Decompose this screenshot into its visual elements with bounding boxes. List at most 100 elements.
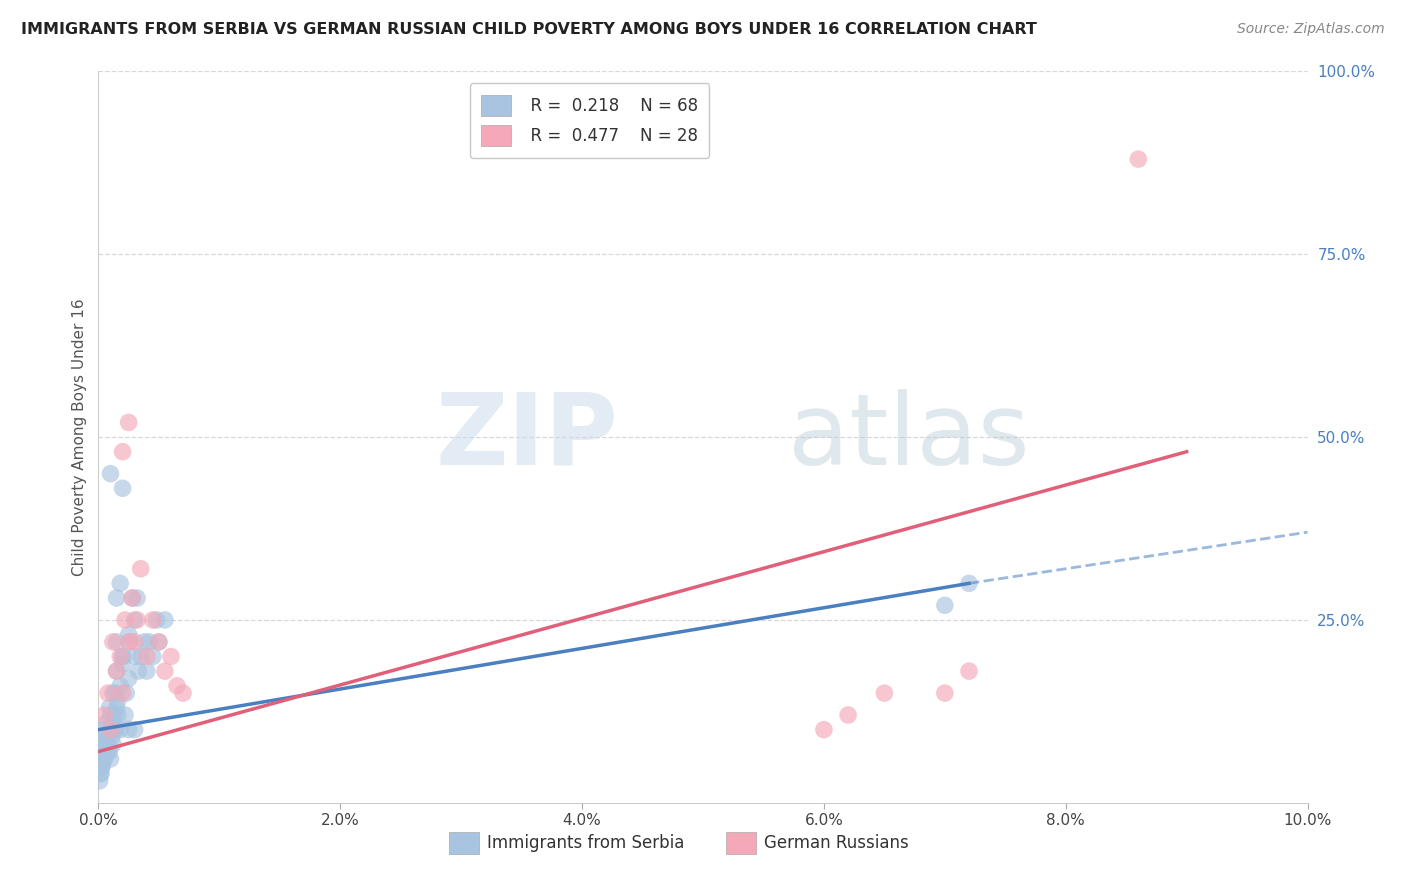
Point [89,773,111,788]
Text: atlas: atlas [787,389,1029,485]
Point [121,591,143,605]
Point [124,613,146,627]
Point [135,664,157,678]
Point [118,672,141,686]
Point [101,715,124,730]
Point [105,664,128,678]
Point [101,635,124,649]
Point [118,635,141,649]
Point [104,723,127,737]
Point [142,613,165,627]
Y-axis label: Child Poverty Among Boys Under 16: Child Poverty Among Boys Under 16 [72,298,87,576]
Point [101,686,124,700]
Point [98,745,121,759]
Point [127,591,149,605]
Point [90,766,112,780]
Point [93,745,115,759]
Point [91,723,114,737]
Point [94,730,117,744]
Point [124,649,146,664]
Point [100,723,122,737]
Text: ZIP: ZIP [436,389,619,485]
Point [121,591,143,605]
Point [103,708,125,723]
Legend: Immigrants from Serbia, German Russians: Immigrants from Serbia, German Russians [441,826,915,860]
Point [100,723,122,737]
Point [124,723,146,737]
Point [957,576,980,591]
Point [91,737,114,751]
Point [100,467,122,481]
Text: IMMIGRANTS FROM SERBIA VS GERMAN RUSSIAN CHILD POVERTY AMONG BOYS UNDER 16 CORRE: IMMIGRANTS FROM SERBIA VS GERMAN RUSSIAN… [21,22,1038,37]
Point [103,723,125,737]
Point [813,723,835,737]
Point [1128,152,1150,166]
Point [93,708,115,723]
Point [934,599,956,613]
Point [124,635,146,649]
Point [105,635,128,649]
Point [135,649,157,664]
Point [97,686,120,700]
Point [91,759,114,773]
Point [153,664,176,678]
Point [100,730,122,744]
Point [108,679,131,693]
Point [129,649,152,664]
Point [114,708,136,723]
Text: Source: ZipAtlas.com: Source: ZipAtlas.com [1237,22,1385,37]
Point [107,693,129,707]
Point [957,664,980,678]
Point [100,708,122,723]
Point [97,737,120,751]
Point [93,752,115,766]
Point [934,686,956,700]
Point [100,752,122,766]
Point [90,759,112,773]
Point [111,481,134,495]
Point [90,766,112,780]
Point [166,679,188,693]
Point [115,686,138,700]
Point [104,686,127,700]
Point [153,613,176,627]
Point [91,752,114,766]
Point [142,649,165,664]
Point [105,700,128,714]
Point [101,737,124,751]
Point [100,723,122,737]
Point [111,444,134,458]
Point [96,715,118,730]
Point [127,664,149,678]
Point [134,635,156,649]
Point [111,686,134,700]
Point [98,700,121,714]
Point [114,613,136,627]
Point [172,686,194,700]
Point [138,635,160,649]
Point [118,627,141,641]
Point [873,686,896,700]
Point [108,576,131,591]
Point [96,730,118,744]
Point [97,745,120,759]
Point [127,613,149,627]
Point [111,649,134,664]
Point [111,657,134,671]
Point [105,591,128,605]
Point [94,737,117,751]
Point [118,416,141,430]
Point [160,649,183,664]
Point [108,649,131,664]
Point [105,664,128,678]
Point [148,635,170,649]
Point [145,613,167,627]
Point [108,723,131,737]
Point [93,737,115,751]
Point [111,649,134,664]
Point [91,759,114,773]
Point [837,708,859,723]
Point [118,635,141,649]
Point [129,562,152,576]
Point [148,635,170,649]
